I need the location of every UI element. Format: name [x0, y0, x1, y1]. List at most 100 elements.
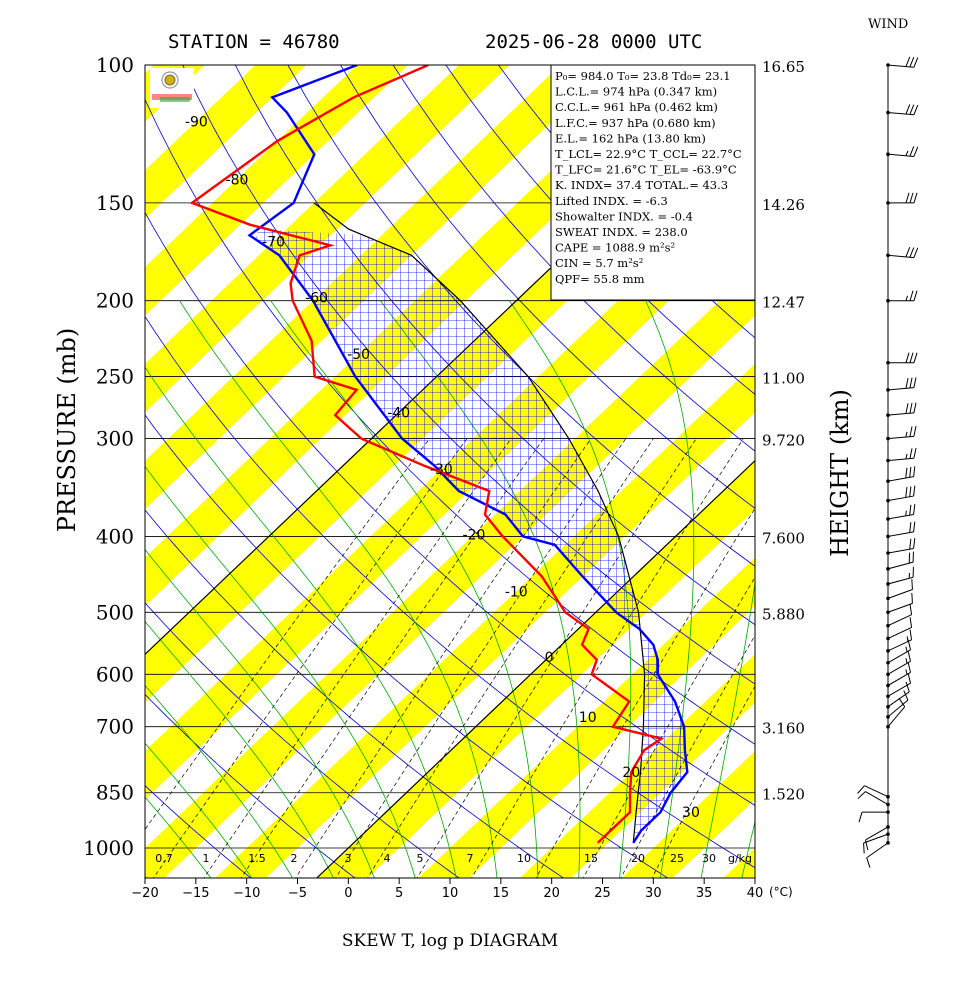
temperature-tick-label: 5: [395, 886, 403, 901]
pressure-tick-label: 500: [96, 600, 134, 624]
dry-adiabat: [145, 602, 460, 878]
mixing-ratio-label: g/kg: [728, 852, 752, 865]
mixing-ratio-label: 5: [417, 852, 424, 865]
index-line: Lifted INDX. = -6.3: [555, 194, 668, 208]
dry-adiabat: [287, 65, 755, 567]
wind-barb: [887, 377, 917, 391]
isotherm-band: [145, 65, 408, 316]
moist-adiabat: [741, 819, 755, 878]
mixing-ratio-line: [240, 438, 544, 878]
isotherm-band: [928, 48, 960, 878]
moist-adiabat: [145, 796, 212, 878]
index-line: SWEAT INDX. = 238.0: [555, 225, 688, 239]
profiles: [189, 65, 689, 844]
indices-panel: P₀= 984.0 T₀= 23.8 Td₀= 23.1 L.C.L.= 974 …: [550, 64, 756, 301]
wind-barb: [887, 639, 912, 664]
moist-adiabats: [145, 300, 755, 878]
pressure-tick-label: 850: [96, 781, 134, 805]
wind-barb: [857, 791, 889, 805]
y-axis-right-label: HEIGHT (km): [826, 389, 854, 557]
isotherm-label: 0: [545, 650, 554, 666]
isotherm-label: -30: [430, 462, 453, 478]
moist-adiabat: [270, 300, 539, 878]
moist-adiabat: [645, 300, 695, 878]
wind-dot: [886, 110, 890, 115]
chart-title: SKEW T, log p DIAGRAM: [342, 931, 558, 951]
temperature-tick-label: −20: [131, 886, 158, 901]
wind-barb: [887, 447, 917, 462]
dry-adiabat: [919, 65, 960, 880]
isotherm-band: [622, 751, 755, 878]
temperature-tick-label: 20: [543, 886, 560, 901]
index-line: Showalter INDX. = -0.4: [555, 209, 693, 223]
moist-adiabat: [700, 580, 755, 878]
temperature-tick-label: 35: [696, 886, 713, 901]
wind-barb: [887, 504, 916, 520]
pressure-tick-label: 200: [96, 289, 134, 313]
isotherm-band: [145, 170, 755, 800]
wind-barb: [866, 842, 889, 868]
moist-adiabat: [145, 549, 375, 878]
mixing-ratio-line: [153, 438, 468, 878]
mixing-ratio-label: 4: [384, 852, 391, 865]
mixing-ratio-line: [535, 507, 755, 878]
dewpoint-line: [247, 65, 689, 844]
wind-barb: [887, 56, 919, 68]
isotherm-label: -10: [505, 584, 528, 600]
moist-adiabat: [145, 620, 334, 878]
isotherm-label: 20: [622, 765, 640, 781]
wind-barb: [887, 592, 913, 613]
mixing-ratio-line: [335, 438, 627, 878]
height-tick-label: 16.65: [762, 58, 805, 76]
mixing-ratio-label: 1: [203, 852, 210, 865]
wind-dot: [886, 498, 890, 503]
index-line: P₀= 984.0 T₀= 23.8 Td₀= 23.1: [555, 69, 731, 83]
wind-barb: [887, 104, 919, 116]
mixing-ratio-line: [295, 438, 592, 878]
logo: [150, 68, 194, 108]
wind-barb: [887, 521, 916, 537]
cape-hatch: [255, 229, 688, 843]
mixing-ratio-label: 30: [702, 852, 716, 865]
index-line: CAPE = 1088.9 m²s²: [555, 241, 675, 255]
parcel-line: [313, 202, 646, 843]
wind-barb: [887, 672, 912, 697]
height-tick-labels: 16.65 14.26 12.47 11.00 9.720 7.600 5.880 3.160…: [762, 58, 805, 804]
dry-adiabat: [392, 65, 755, 452]
wind-barb: [863, 833, 889, 854]
dry-adiabat: [145, 315, 755, 869]
dry-adiabat: [340, 65, 755, 509]
dry-adiabat: [145, 785, 252, 878]
isotherm-label: -80: [226, 172, 249, 188]
index-line: T_LFC= 21.6°C T_EL= -63.9°C: [555, 163, 737, 177]
mixing-ratio-line: [203, 438, 512, 878]
isotherm-ref-line: [315, 459, 755, 878]
pressure-tick-label: 300: [96, 427, 134, 451]
pressure-tick-labels: 100 150 200 250 300 400 500 600 700 850 1000: [83, 53, 134, 860]
mixing-ratio-label: 3: [345, 852, 352, 865]
pressure-tick-label: 700: [96, 715, 134, 739]
temperature-tick-label: 15: [493, 886, 510, 901]
wind-label: WIND: [868, 17, 908, 32]
height-tick-label: 5.880: [762, 605, 805, 623]
wind-barb: [864, 826, 889, 851]
temperature-tick-label: 40: [747, 886, 764, 901]
index-line: L.C.L.= 974 hPa (0.347 km): [555, 85, 717, 99]
wind-barb: [887, 466, 916, 482]
wind-barb: [887, 551, 914, 570]
temperature-tick-label: −15: [182, 886, 209, 901]
isotherm-label: -70: [262, 234, 285, 250]
isotherm-band: [520, 654, 755, 878]
isotherm-band: [145, 267, 755, 878]
temperature-tick-label: 25: [594, 886, 611, 901]
mixing-ratio-labels: 0.7 1 1.5 2 3 4 5 7 10 15 20 25 30 g/kg: [155, 852, 752, 865]
wind-profile: [857, 56, 919, 868]
isotherm-labels: -90 -80 -70 -60 -50 -40 -30 -20 -10 0 10 20 30: [185, 114, 700, 821]
mixing-ratio-label: 0.7: [155, 852, 173, 865]
mixing-ratio-label: 1.5: [248, 852, 266, 865]
wind-barb: [887, 566, 914, 585]
height-tick-label: 1.520: [762, 786, 805, 804]
temperature-line: [189, 65, 665, 844]
isotherm-label: -40: [387, 406, 410, 422]
